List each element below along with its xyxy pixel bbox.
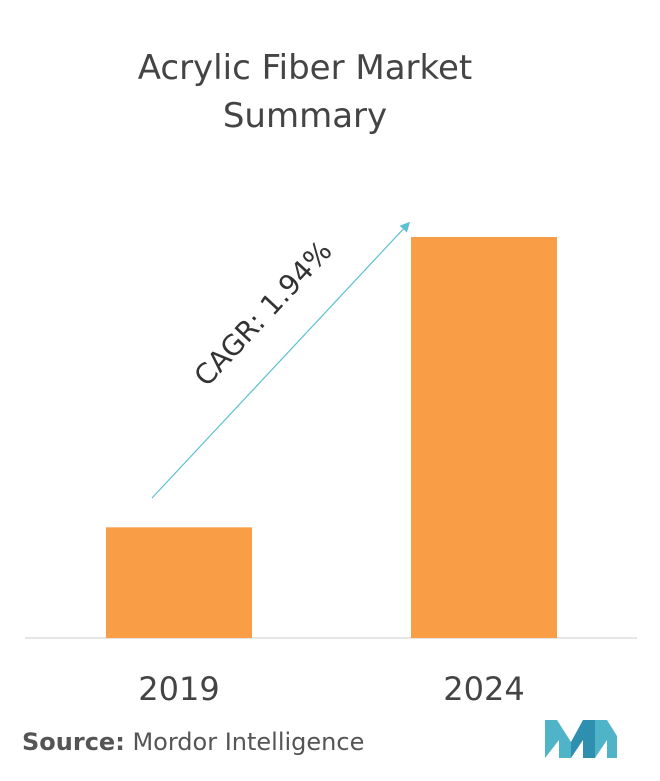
chart-title: Acrylic Fiber Market Summary <box>0 44 610 140</box>
source-text: Mordor Intelligence <box>132 728 365 756</box>
source-label: Source: <box>22 728 125 756</box>
bar-2024 <box>411 237 557 638</box>
x-tick-label-2024: 2024 <box>443 670 524 708</box>
bar-2019 <box>106 527 252 638</box>
x-tick-label-2019: 2019 <box>138 670 219 708</box>
cagr-annotation: CAGR: 1.94% <box>188 234 339 392</box>
bars <box>106 237 557 638</box>
category-labels: 2019 2024 <box>138 670 524 708</box>
source-note: Source: Mordor Intelligence <box>22 728 364 756</box>
chart-title-line-1: Acrylic Fiber Market <box>137 48 473 88</box>
mordor-intelligence-logo <box>545 720 617 758</box>
cagr-arrow <box>151 221 411 499</box>
chart-title-line-2: Summary <box>222 96 388 136</box>
